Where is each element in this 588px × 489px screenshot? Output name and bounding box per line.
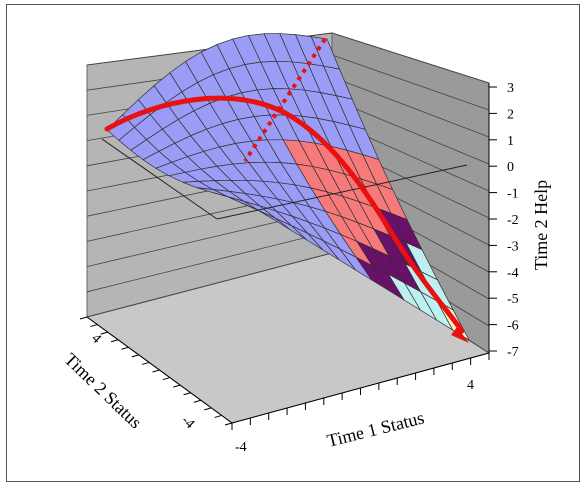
- y-floor-tick: [79, 316, 88, 320]
- wall-gridline-right: [331, 32, 490, 84]
- y-floor-tick: [121, 346, 129, 350]
- wall-gridline-right: [331, 76, 490, 138]
- curve-arrowhead: [451, 327, 469, 343]
- dotted-line: [243, 37, 327, 163]
- chart-frame: 3 2 1 0 -1 -2 -3 -4 -5 -6 -7 Time 2 Help Time 1 St…: [6, 4, 580, 482]
- y-floor-tick: [224, 422, 233, 426]
- y-floor-tick: [214, 414, 222, 418]
- y-floor-tick: [173, 384, 181, 388]
- z-tick-label: -5: [507, 292, 519, 307]
- z-tick-label: -1: [507, 187, 519, 202]
- y-floor-tick: [110, 339, 119, 343]
- y-floor-tick: [152, 369, 160, 373]
- z-axis-ticks: 3 2 1 0 -1 -2 -3 -4 -5 -6 -7: [489, 81, 519, 360]
- zero-axis-front: [216, 164, 468, 220]
- x-axis-title: Time 1 Status: [325, 407, 426, 450]
- wall-gridline-left: [86, 252, 333, 318]
- z-tick-label: 3: [507, 81, 514, 96]
- z-tick-label: -7: [507, 345, 519, 360]
- zero-plane-axes: [101, 138, 468, 220]
- y-floor-tick: [100, 331, 108, 335]
- y-floor-tick: [131, 354, 139, 358]
- y-floor-tick: [142, 361, 150, 365]
- z-tick-label: 1: [507, 134, 514, 149]
- y-floor-tick: [193, 399, 202, 403]
- y-tick-max: 4: [88, 331, 103, 347]
- wall-gridline-right: [331, 98, 490, 165]
- z-axis-title: Time 2 Help: [531, 180, 551, 270]
- wall-gridline-left: [86, 230, 333, 293]
- x-floor-edge: [231, 352, 490, 424]
- floor-axis-ticks: [79, 316, 490, 430]
- z-tick-label: -6: [507, 319, 519, 334]
- y-floor-tick: [162, 377, 170, 381]
- y-floor-tick: [183, 392, 191, 396]
- y-floor-tick: [90, 324, 98, 328]
- x-tick-min: -4: [235, 440, 247, 455]
- y-floor-edge: [86, 316, 233, 424]
- zero-axis-back: [101, 138, 218, 220]
- z-tick-label: 2: [507, 107, 514, 122]
- z-tick-label: -2: [507, 213, 519, 228]
- y-floor-tick: [204, 407, 212, 411]
- surface-chart: 3 2 1 0 -1 -2 -3 -4 -5 -6 -7 Time 2 Help Time 1 St…: [60, 32, 551, 455]
- wall-gridline-right: [331, 54, 490, 111]
- y-axis-title: Time 2 Status: [60, 349, 145, 432]
- z-tick-label: -3: [507, 239, 519, 254]
- z-tick-label: -4: [507, 266, 519, 281]
- x-tick-max: 4: [467, 378, 474, 393]
- z-tick-label: 0: [507, 160, 514, 175]
- y-tick-min: -4: [178, 413, 197, 432]
- solid-curve: [104, 95, 465, 334]
